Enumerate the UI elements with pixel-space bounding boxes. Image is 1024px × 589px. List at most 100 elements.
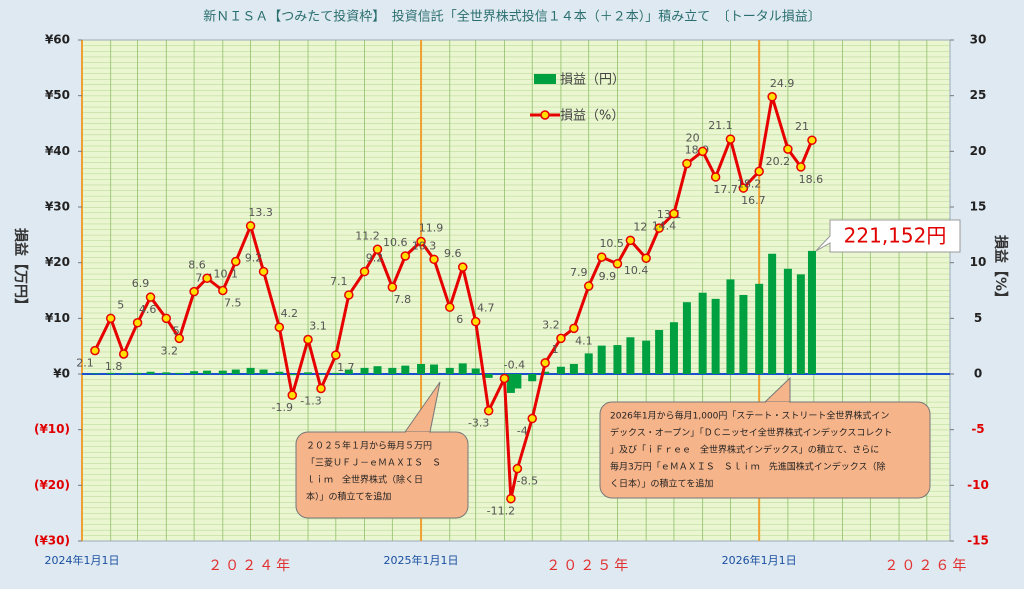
marker [189,286,199,297]
x-tick-label: 2025年1月1日 [384,553,459,567]
marker [612,259,623,269]
marker [583,281,594,291]
data-label: -3.3 [468,417,489,430]
data-label: 3.1 [309,319,327,332]
legend-swatch [534,74,556,84]
bar [768,253,777,374]
data-label: 7.5 [224,297,242,310]
bar [246,367,255,374]
marker [387,282,398,292]
y2-tick-label: 30 [970,33,987,47]
chart-title: 新ＮＩＳＡ【つみたて投資枠】 投資信託「全世界株式投信１４本（＋２本）」積み立て… [203,9,821,25]
data-label: -0.4 [504,358,525,371]
marker [710,172,721,182]
y-tick-label: ¥50 [45,88,70,102]
marker [540,358,550,368]
data-label: 21 [795,120,809,133]
annotation-text: 「三菱ＵＦＪ－ｅＭＡＸＩＳ Ｓ [306,457,441,469]
marker [161,313,172,324]
bar [528,374,537,382]
annotation-text: 2026年1月から毎月1,000円「ステート・ストリート全世界株式イン [610,410,889,422]
marker [625,235,636,246]
marker [174,333,185,344]
marker [697,146,708,157]
bar [231,369,240,374]
data-label: 3.2 [542,318,560,331]
marker [316,383,326,394]
data-label: 6.9 [132,277,150,290]
bar [655,330,664,374]
data-label: 5 [117,298,124,311]
y2-tick-label: -15 [967,534,989,548]
data-label: 10.6 [383,236,408,249]
data-label: 13.3 [248,206,273,219]
data-label: 4.7 [477,302,495,315]
marker [783,144,793,154]
y-tick-label: ¥20 [45,255,70,269]
data-label: 10.4 [624,264,649,277]
bar [203,370,212,374]
bar [275,371,284,374]
bar [755,283,764,374]
year-label: ２０２６年 [884,558,969,574]
bar [119,373,128,374]
legend-label: 損益（%） [560,109,624,124]
marker [145,292,156,302]
bar [304,372,313,374]
y-tick-label: ¥0 [53,367,70,381]
bar [513,374,522,389]
marker [754,166,764,177]
y2-tick-label: 15 [970,200,987,214]
marker [445,302,455,312]
marker [359,266,370,277]
bar [613,345,622,374]
data-label: 6 [456,313,463,326]
marker [738,183,749,193]
marker [132,318,143,328]
bar [626,337,635,374]
marker [105,313,116,324]
bar [682,302,691,374]
data-label: 4.2 [281,307,299,320]
year-label: ２０２４年 [208,558,293,574]
bar [360,367,369,374]
marker [118,349,129,359]
data-label: 3.2 [161,344,179,357]
bar [430,364,439,374]
marker [331,350,341,360]
data-label: 5 [173,324,180,337]
bar [796,274,805,374]
marker [499,373,510,384]
marker [400,251,411,261]
data-label: 10.5 [599,237,624,250]
bar [541,371,550,374]
marker [556,333,566,344]
marker [807,135,817,145]
annotation-text: 」及び「ｉＦｒｅｅ 全世界株式インデックス」の積立て、さらに [610,444,879,456]
y2-tick-label: 5 [974,311,982,325]
data-label: -1.3 [300,394,321,407]
bar [471,368,480,374]
bar [288,374,297,376]
bar [807,250,816,374]
marker [725,134,736,144]
data-label: 2.1 [76,357,94,370]
data-label: -11.2 [487,505,515,518]
marker [796,162,806,172]
bar [458,363,467,374]
data-label: 24.9 [770,77,795,90]
data-label: 21.1 [708,119,733,132]
bar [669,322,678,374]
data-label: 9.2 [366,252,384,265]
y2-tick-label: 10 [970,255,987,269]
data-label: 17.7 [713,183,738,196]
marker [258,266,269,277]
y2-axis-label: 損益【%】 [992,235,1009,305]
marker [372,244,383,255]
data-label: 18.2 [737,177,762,190]
data-label: 20 [686,131,700,144]
y-tick-label: (¥20) [34,478,70,492]
marker [231,256,241,267]
annotation-text: デックス・オープン」「ＤＣニッセイ全世界株式インデックスコレクト [610,427,892,439]
y2-tick-label: -10 [967,478,989,492]
